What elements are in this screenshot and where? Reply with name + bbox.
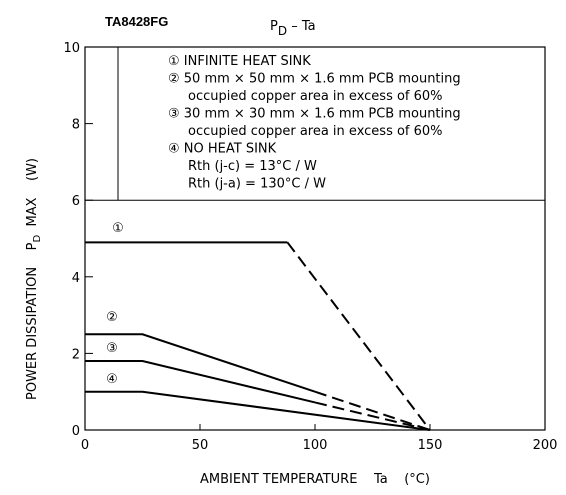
chart-subtitle: PD – Ta — [270, 19, 316, 38]
x-tick-label: 100 — [303, 438, 328, 453]
derating-line — [314, 401, 431, 431]
x-tick-label: 50 — [192, 438, 209, 453]
legend-entry: ① INFINITE HEAT SINK — [168, 54, 311, 69]
derating-line — [85, 390, 431, 431]
y-tick-label: 8 — [72, 118, 80, 133]
legend-entry: Rth (j-c) = 13°C / W — [188, 159, 317, 174]
ylabel-main: POWER DISSIPATION P — [25, 242, 40, 400]
x-tick-label: 200 — [533, 438, 558, 453]
series-label: ① — [112, 221, 124, 236]
y-tick-label: 10 — [63, 41, 80, 56]
legend-entry: occupied copper area in excess of 60% — [188, 124, 443, 139]
derating-line — [85, 360, 316, 404]
legend-entry: occupied copper area in excess of 60% — [188, 89, 443, 104]
y-tick-label: 6 — [72, 194, 80, 209]
legend-entry: ③ 30 mm × 30 mm × 1.6 mm PCB mounting — [168, 107, 461, 122]
legend-entry: Rth (j-a) = 130°C / W — [188, 177, 326, 192]
x-axis-label: AMBIENT TEMPERATURE Ta (°C) — [200, 472, 430, 487]
chart-title: TA8428FG — [105, 14, 168, 29]
subtitle-main: P — [270, 19, 278, 34]
x-tick-label: 0 — [81, 438, 89, 453]
ylabel-rest: MAX (W) — [25, 158, 40, 235]
y-tick-label: 0 — [72, 424, 80, 439]
legend-entry: ② 50 mm × 50 mm × 1.6 mm PCB mounting — [168, 72, 461, 87]
series-label: ④ — [106, 372, 118, 387]
derating-line — [314, 390, 431, 431]
y-tick-label: 2 — [72, 347, 80, 362]
legend-entry: ④ NO HEAT SINK — [168, 142, 277, 157]
series-label: ② — [106, 310, 118, 325]
series-label: ③ — [106, 341, 118, 356]
subtitle-sub: D — [278, 24, 287, 38]
y-axis-label: POWER DISSIPATION PD MAX (W) — [25, 158, 43, 400]
ylabel-sub: D — [32, 235, 43, 243]
plot-frame — [84, 46, 546, 431]
subtitle-rest: – Ta — [287, 19, 316, 34]
y-tick-label: 4 — [72, 271, 80, 286]
x-tick-label: 150 — [418, 438, 443, 453]
derating-line — [85, 333, 316, 393]
derating-line — [286, 241, 431, 431]
